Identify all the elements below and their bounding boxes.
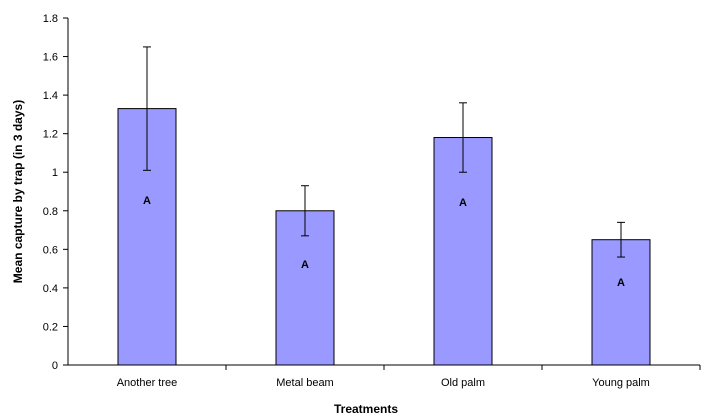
significance-label: A <box>301 259 309 271</box>
significance-label: A <box>143 195 151 207</box>
x-axis-ticks: Another tree Metal beam Old palm Young palm <box>117 365 701 389</box>
significance-labels: A A A A <box>143 195 625 289</box>
x-tick-label: Metal beam <box>276 377 333 389</box>
y-tick-label: 0.6 <box>43 244 58 256</box>
y-tick-label: 1 <box>52 167 58 179</box>
x-tick-label: Another tree <box>117 377 178 389</box>
y-axis-title: Mean capture by trap (in 3 days) <box>11 100 25 283</box>
bar <box>275 210 335 366</box>
y-tick-label: 0 <box>52 360 58 372</box>
x-axis-title: Treatments <box>334 402 398 416</box>
y-tick-label: 0.4 <box>43 283 58 295</box>
error-bars <box>143 46 625 258</box>
x-tick-label: Young palm <box>592 377 650 389</box>
y-axis-ticks: 0 0.2 0.4 0.6 0.8 1 1.2 1.4 1.6 1.8 <box>43 13 68 372</box>
y-tick-label: 1.6 <box>43 52 58 64</box>
y-tick-label: 1.2 <box>43 129 58 141</box>
y-tick-label: 0.8 <box>43 206 58 218</box>
bars <box>117 108 651 366</box>
y-tick-label: 1.8 <box>43 13 58 25</box>
x-tick-label: Old palm <box>441 377 485 389</box>
significance-label: A <box>617 277 625 289</box>
bar <box>591 239 651 366</box>
significance-label: A <box>459 197 467 209</box>
y-tick-label: 0.2 <box>43 321 58 333</box>
y-tick-label: 1.4 <box>43 90 58 102</box>
